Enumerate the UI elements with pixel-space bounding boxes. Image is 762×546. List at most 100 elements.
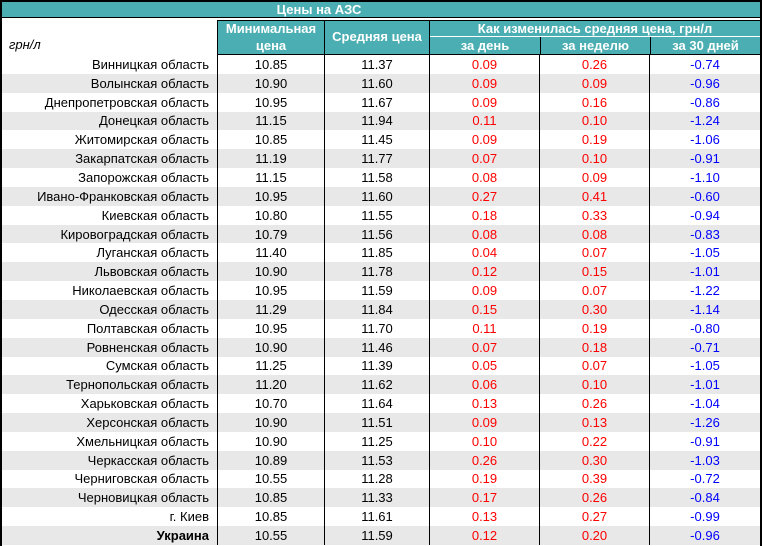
min-price-value: 10.85 — [218, 130, 325, 150]
change-30d-value: -1.04 — [690, 396, 720, 412]
min-price-value: 10.55 — [218, 469, 325, 489]
change-30d-value: -0.86 — [690, 94, 720, 110]
avg-price-value: 11.55 — [325, 205, 430, 225]
table-row: Волынская область 10.90 11.60 0.09 0.09 … — [2, 73, 760, 93]
change-week-value: 0.27 — [540, 507, 650, 527]
change-day-value: 0.12 — [430, 262, 540, 282]
change-week-value: 0.08 — [540, 224, 650, 244]
change-week-value: 0.19 — [540, 130, 650, 150]
change-day-value: 0.17 — [430, 488, 540, 508]
change-30d-value: -0.71 — [690, 339, 720, 355]
change-week-value: 0.26 — [540, 55, 650, 74]
change-30d-value: -1.05 — [690, 245, 720, 261]
change-day-value: 0.07 — [430, 337, 540, 357]
table-row: Полтавская область 10.95 11.70 0.11 0.19… — [2, 318, 760, 338]
avg-price-value: 11.45 — [325, 130, 430, 150]
change-30d-value: -1.05 — [690, 358, 720, 374]
change-day-value: 0.09 — [430, 92, 540, 112]
change-day-value: 0.09 — [430, 55, 540, 74]
table-row: Кировоградская область 10.79 11.56 0.08 … — [2, 224, 760, 244]
change-30d-value: -1.01 — [690, 377, 720, 393]
min-price-value: 10.90 — [218, 337, 325, 357]
table-title: Цены на АЗС — [276, 2, 362, 17]
change-week-value: 0.10 — [540, 111, 650, 131]
avg-price-value: 11.78 — [325, 262, 430, 282]
region-name: Запорожская область — [2, 168, 218, 187]
column-header-per-week: за неделю — [540, 37, 650, 54]
change-30d-value: -1.24 — [690, 113, 720, 129]
min-price-value: 10.95 — [218, 281, 325, 300]
table-row: Донецкая область 11.15 11.94 0.11 0.10 -… — [2, 111, 760, 131]
change-day-value: 0.11 — [430, 318, 540, 338]
avg-price-value: 11.94 — [325, 111, 430, 131]
change-day-value: 0.06 — [430, 375, 540, 395]
region-name: Волынская область — [2, 73, 218, 93]
table-row: Луганская область 11.40 11.85 0.04 0.07 … — [2, 243, 760, 263]
change-week-value: 0.26 — [540, 394, 650, 414]
region-name: Закарпатская область — [2, 149, 218, 169]
avg-price-value: 11.61 — [325, 507, 430, 527]
change-30d-value: -1.03 — [690, 452, 720, 468]
table-row: Житомирская область 10.85 11.45 0.09 0.1… — [2, 130, 760, 150]
avg-price-value: 11.51 — [325, 413, 430, 432]
change-30d-value: -0.99 — [690, 509, 720, 525]
region-name: Николаевская область — [2, 281, 218, 300]
table-row: Закарпатская область 11.19 11.77 0.07 0.… — [2, 149, 760, 169]
change-day-value: 0.13 — [430, 394, 540, 414]
change-day-value: 0.08 — [430, 224, 540, 244]
region-name: Украина — [2, 526, 218, 545]
min-price-value: 10.79 — [218, 224, 325, 244]
min-price-value: 11.19 — [218, 149, 325, 169]
table-row: Ивано-Франковская область 10.95 11.60 0.… — [2, 186, 760, 206]
change-day-value: 0.09 — [430, 130, 540, 150]
avg-price-value: 11.46 — [325, 337, 430, 357]
table-row: Запорожская область 11.15 11.58 0.08 0.0… — [2, 168, 760, 187]
change-group-header: Как изменилась средняя цена, грн/л за де… — [430, 20, 760, 55]
change-30d-value: -1.01 — [690, 264, 720, 280]
avg-price-value: 11.60 — [325, 73, 430, 93]
change-week-value: 0.15 — [540, 262, 650, 282]
change-30d-value: -0.74 — [690, 56, 720, 72]
change-week-value: 0.39 — [540, 469, 650, 489]
change-week-value: 0.09 — [540, 73, 650, 93]
change-day-value: 0.15 — [430, 299, 540, 319]
avg-price-value: 11.39 — [325, 356, 430, 376]
change-week-value: 0.07 — [540, 243, 650, 263]
table-body: Винницкая область 10.85 11.37 0.09 0.26 … — [2, 55, 760, 545]
unit-label: грн/л — [9, 37, 41, 52]
min-price-value: 11.15 — [218, 111, 325, 131]
region-name: г. Киев — [2, 507, 218, 527]
change-30d-value: -0.96 — [690, 75, 720, 91]
change-week-value: 0.30 — [540, 299, 650, 319]
change-week-value: 0.16 — [540, 92, 650, 112]
change-week-value: 0.13 — [540, 413, 650, 432]
change-30d-value: -1.22 — [690, 283, 720, 299]
min-price-value: 11.40 — [218, 243, 325, 263]
avg-price-value: 11.60 — [325, 186, 430, 206]
region-name: Херсонская область — [2, 413, 218, 432]
table-row: Сумская область 11.25 11.39 0.05 0.07 -1… — [2, 356, 760, 376]
table-row: Тернопольская область 11.20 11.62 0.06 0… — [2, 375, 760, 395]
change-day-value: 0.08 — [430, 168, 540, 187]
region-name: Луганская область — [2, 243, 218, 263]
change-week-value: 0.19 — [540, 318, 650, 338]
region-name: Тернопольская область — [2, 375, 218, 395]
region-name: Харьковская область — [2, 394, 218, 414]
change-week-value: 0.10 — [540, 375, 650, 395]
change-day-value: 0.09 — [430, 73, 540, 93]
avg-price-value: 11.64 — [325, 394, 430, 414]
change-week-value: 0.22 — [540, 431, 650, 451]
column-header-min-price: Минимальная цена — [218, 20, 325, 55]
avg-price-value: 11.85 — [325, 243, 430, 263]
min-price-value: 10.90 — [218, 413, 325, 432]
change-day-value: 0.10 — [430, 431, 540, 451]
change-subheader-row: за день за неделю за 30 дней — [430, 37, 760, 54]
change-week-value: 0.30 — [540, 450, 650, 470]
table-row: г. Киев 10.85 11.61 0.13 0.27 -0.99 — [2, 507, 760, 527]
change-30d-value: -1.10 — [690, 169, 720, 185]
table-row: Черновицкая область 10.85 11.33 0.17 0.2… — [2, 488, 760, 508]
change-day-value: 0.05 — [430, 356, 540, 376]
region-name: Львовская область — [2, 262, 218, 282]
change-week-value: 0.33 — [540, 205, 650, 225]
change-day-value: 0.19 — [430, 469, 540, 489]
